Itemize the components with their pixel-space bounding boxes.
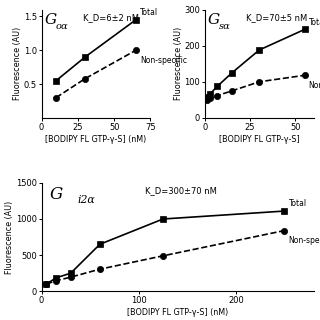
X-axis label: [BODIPY FL GTP-γ-S] (nM): [BODIPY FL GTP-γ-S] (nM)	[127, 308, 228, 317]
X-axis label: [BODIPY FL GTP-γ-S]: [BODIPY FL GTP-γ-S]	[219, 134, 300, 144]
Text: Non-specific: Non-specific	[309, 81, 320, 90]
Text: sα: sα	[219, 21, 231, 30]
Text: i2α: i2α	[77, 195, 95, 205]
Text: K_D=300±70 nM: K_D=300±70 nM	[145, 186, 217, 195]
Text: K_D=70±5 nM: K_D=70±5 nM	[246, 13, 308, 22]
Text: G: G	[50, 186, 63, 203]
Text: G: G	[208, 13, 220, 27]
Y-axis label: Fluorescence (AU): Fluorescence (AU)	[174, 27, 183, 100]
Text: Non-specific: Non-specific	[289, 236, 320, 245]
Text: Total: Total	[289, 199, 307, 208]
Text: G: G	[45, 13, 57, 27]
Y-axis label: Fluorescence (AU): Fluorescence (AU)	[5, 200, 14, 274]
Text: Total: Total	[140, 8, 158, 17]
X-axis label: [BODIPY FL GTP-γ-S] (nM): [BODIPY FL GTP-γ-S] (nM)	[45, 134, 147, 144]
Text: Non-specific: Non-specific	[140, 56, 187, 65]
Text: K_D=6±2 nM: K_D=6±2 nM	[83, 13, 139, 22]
Text: Total: Total	[309, 18, 320, 27]
Y-axis label: Fluorescence (AU): Fluorescence (AU)	[13, 27, 22, 100]
Text: oα: oα	[56, 21, 68, 30]
